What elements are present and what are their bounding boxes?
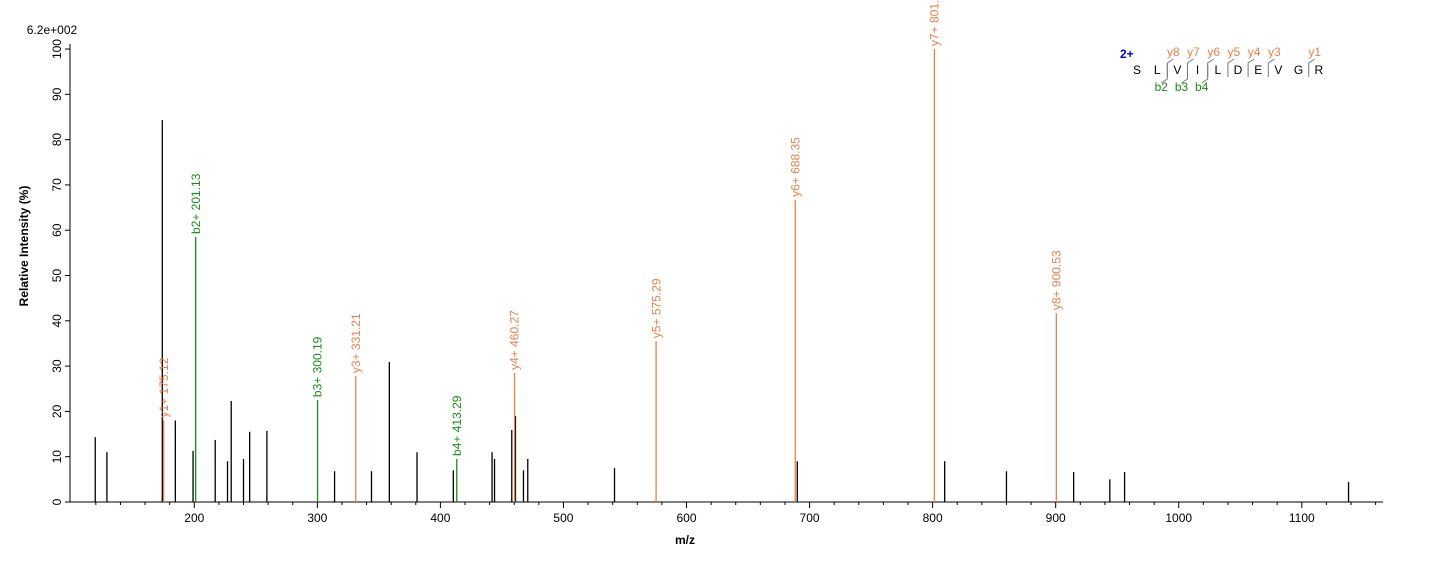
residue: V: [1274, 63, 1282, 77]
y-ion-label: y4: [1248, 45, 1261, 59]
residue: G: [1294, 63, 1303, 77]
y-ion-label: y6: [1207, 45, 1220, 59]
residue: S: [1133, 63, 1141, 77]
y-tick-label: 90: [50, 87, 64, 101]
x-tick-label: 400: [430, 511, 450, 525]
x-tick-label: 800: [923, 511, 943, 525]
residue: E: [1254, 63, 1262, 77]
y-tick-label: 70: [50, 178, 64, 192]
y-ion-bracket: [1166, 58, 1174, 77]
x-tick-label: 1100: [1289, 511, 1315, 525]
y-ion-bracket: [1247, 58, 1255, 77]
y-ion-bracket: [1207, 58, 1214, 77]
y-tick-label: 0: [50, 498, 64, 505]
y-tick-label: 50: [50, 269, 64, 283]
b-ion-label: b2: [1155, 80, 1169, 94]
x-tick-label: 700: [800, 511, 820, 525]
peak-label: b4+ 413.29: [450, 395, 464, 456]
x-tick-label: 300: [307, 511, 327, 525]
residue: D: [1234, 63, 1243, 77]
x-axis-title: m/z: [675, 533, 695, 547]
peak-label: b3+ 300.19: [311, 336, 325, 397]
y-ion-label: y8: [1167, 45, 1180, 59]
peak-label: y5+ 575.29: [649, 278, 663, 338]
y-ion-bracket: [1308, 58, 1315, 77]
residue: I: [1196, 63, 1199, 77]
b-ion-bracket: [1161, 65, 1168, 84]
y-ion-bracket: [1227, 58, 1235, 77]
y-tick-label: 60: [50, 223, 64, 237]
residue: R: [1314, 63, 1323, 77]
y-ion-bracket: [1187, 58, 1194, 77]
x-tick-label: 200: [184, 511, 204, 525]
y-tick-label: 80: [50, 133, 64, 147]
y-tick-label: 100: [50, 39, 64, 59]
y-tick-label: 10: [50, 450, 64, 464]
y-tick-label: 30: [50, 359, 64, 373]
y-ion-label: y1: [1308, 45, 1321, 59]
scale-label: 6.2e+002: [27, 23, 78, 37]
residue: L: [1154, 63, 1161, 77]
b-ion-bracket: [1181, 65, 1188, 84]
peak-label: y1+ 175.12: [157, 357, 171, 417]
peak-label: y8+ 900.53: [1049, 250, 1063, 310]
y-ion-label: y7: [1187, 45, 1200, 59]
y-axis-title: Relative Intensity (%): [17, 186, 31, 307]
x-tick-label: 500: [553, 511, 573, 525]
y-ion-bracket: [1267, 58, 1275, 77]
peak-label: y6+ 688.35: [788, 137, 802, 197]
peak-label: y7+ 801.44: [928, 0, 942, 46]
x-tick-label: 900: [1046, 511, 1066, 525]
x-tick-label: 600: [676, 511, 696, 525]
charge-state: 2+: [1120, 47, 1134, 61]
b-ion-label: b4: [1195, 80, 1209, 94]
y-ion-label: y3: [1268, 45, 1281, 59]
y-tick-label: 40: [50, 314, 64, 328]
b-ion-label: b3: [1175, 80, 1189, 94]
residue: V: [1173, 63, 1181, 77]
peak-label: y4+ 460.27: [508, 310, 522, 370]
y-tick-label: 20: [50, 404, 64, 418]
peak-label: b2+ 201.13: [189, 173, 203, 234]
residue: L: [1214, 63, 1221, 77]
y-ion-label: y5: [1228, 45, 1241, 59]
b-ion-bracket: [1201, 65, 1209, 84]
x-tick-label: 1000: [1165, 511, 1192, 525]
peak-label: y3+ 331.21: [349, 313, 363, 373]
